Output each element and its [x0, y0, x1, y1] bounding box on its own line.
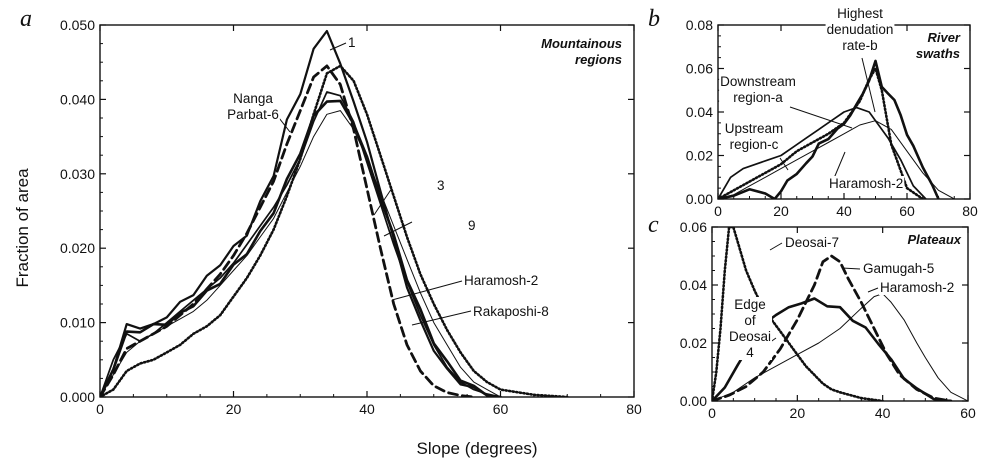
panel-letter-c: c — [648, 212, 659, 238]
annotation-leader — [789, 106, 853, 129]
series-line-upstream-region-c — [718, 106, 927, 199]
annotation-label: Haramosh-2 — [829, 176, 903, 191]
y-tick-label: 0.06 — [686, 61, 713, 77]
annotation-bg — [467, 218, 477, 233]
series-line-haramosh-2 — [100, 91, 502, 397]
panel-letter-b: b — [648, 6, 660, 32]
x-tick-label: 60 — [960, 405, 976, 421]
annotation-leader — [391, 280, 463, 301]
annotation-label: Upstream region-c — [725, 121, 784, 152]
plot-frame — [99, 24, 635, 398]
y-tick-label: 0.04 — [680, 277, 707, 293]
panel-title: Plateaux — [908, 232, 962, 247]
annotation-bg — [784, 235, 841, 250]
series-line-rakaposhi-8 — [100, 29, 502, 397]
y-tick-label: 0.010 — [60, 315, 95, 331]
series-line-haramosh-2 — [712, 293, 968, 401]
annotation-leader — [841, 267, 861, 270]
x-tick-label: 40 — [875, 405, 891, 421]
x-tick-label: 80 — [626, 401, 642, 417]
panel-title: Mountainous regions — [541, 36, 622, 67]
series-line-nanga-parbat-6 — [100, 64, 476, 397]
y-tick-label: 0.00 — [680, 393, 707, 409]
series-line-downstream-region-a — [718, 67, 925, 199]
panel-a-plot: 0 20 40 60 80 0.000 0.010 0.020 0.030 0.040 0.050 M… — [60, 17, 642, 417]
y-tick-label: 0.02 — [680, 335, 707, 351]
annotation-leader — [383, 221, 413, 237]
annotation-bg — [436, 178, 446, 193]
y-tick-label: 0.04 — [686, 104, 713, 120]
series-line-3 — [100, 99, 502, 397]
annotation-bg — [463, 273, 540, 288]
y-tick-label: 0.050 — [60, 17, 95, 33]
annotation-leader — [329, 42, 347, 51]
panel-c-plot: 0 20 40 60 0.00 0.02 0.04 0.06 Plateaux Deosai-7 G… — [680, 219, 976, 421]
x-tick-label: 60 — [493, 401, 509, 417]
annotation-label: Gamugah-5 — [863, 261, 934, 276]
y-axis-label: Fraction of area — [13, 168, 32, 288]
series-line-1 — [100, 64, 569, 397]
x-tick-label: 0 — [714, 203, 722, 219]
x-tick-label: 20 — [773, 203, 789, 219]
annotation-bg — [727, 297, 773, 360]
y-tick-label: 0.020 — [60, 240, 95, 256]
annotation-label: Rakaposhi-8 — [473, 304, 549, 319]
annotation-bg — [828, 176, 905, 191]
x-tick-label: 0 — [708, 405, 716, 421]
annotation-bg — [879, 280, 956, 295]
annotation-label: 1 — [348, 35, 356, 50]
y-tick-label: 0.08 — [686, 17, 713, 33]
annotation-label: 9 — [468, 218, 476, 233]
x-tick-label: 0 — [96, 401, 104, 417]
series-line-haramosh-2 — [718, 120, 955, 199]
annotation-leader — [769, 242, 783, 251]
annotation-label: 3 — [437, 178, 445, 193]
annotation-leader — [373, 187, 393, 216]
x-axis-label: Slope (degrees) — [417, 439, 538, 458]
annotation-bg — [723, 121, 785, 152]
y-tick-label: 0.040 — [60, 91, 95, 107]
y-tick-label: 0.030 — [60, 166, 95, 182]
panel-b-plot: 0 20 40 60 80 0.00 0.02 0.04 0.06 0.08 River swaths… — [686, 6, 978, 219]
annotation-bg — [347, 35, 357, 50]
x-tick-label: 20 — [790, 405, 806, 421]
annotation-bg — [862, 261, 936, 276]
annotation-label: Downstream region-a — [720, 74, 796, 105]
annotation-label: Haramosh-2 — [464, 273, 538, 288]
annotation-bg — [472, 304, 550, 319]
y-tick-label: 0.06 — [680, 219, 707, 235]
x-tick-label: 40 — [359, 401, 375, 417]
annotation-label: Highest denudation rate-b — [827, 6, 894, 53]
annotation-label: Edge of Deosai 4 — [729, 297, 771, 360]
x-tick-label: 40 — [836, 203, 852, 219]
annotation-bg — [719, 74, 797, 105]
annotation-label: Deosai-7 — [785, 235, 839, 250]
annotation-bg — [226, 91, 280, 122]
panel-letter-a: a — [20, 6, 32, 32]
x-tick-label: 80 — [962, 203, 978, 219]
annotation-bg — [825, 6, 895, 53]
annotation-label: Haramosh-2 — [880, 280, 954, 295]
y-tick-label: 0.00 — [686, 191, 713, 207]
x-tick-label: 60 — [899, 203, 915, 219]
panel-title: River swaths — [916, 30, 961, 61]
annotation-label: Nanga Parbat-6 — [227, 91, 279, 122]
y-tick-label: 0.000 — [60, 389, 95, 405]
x-tick-label: 20 — [226, 401, 242, 417]
annotation-leader — [867, 287, 879, 293]
y-tick-label: 0.02 — [686, 148, 713, 164]
annotation-leader — [411, 310, 472, 326]
annotation-leader — [779, 157, 789, 171]
annotation-leader — [861, 57, 876, 113]
